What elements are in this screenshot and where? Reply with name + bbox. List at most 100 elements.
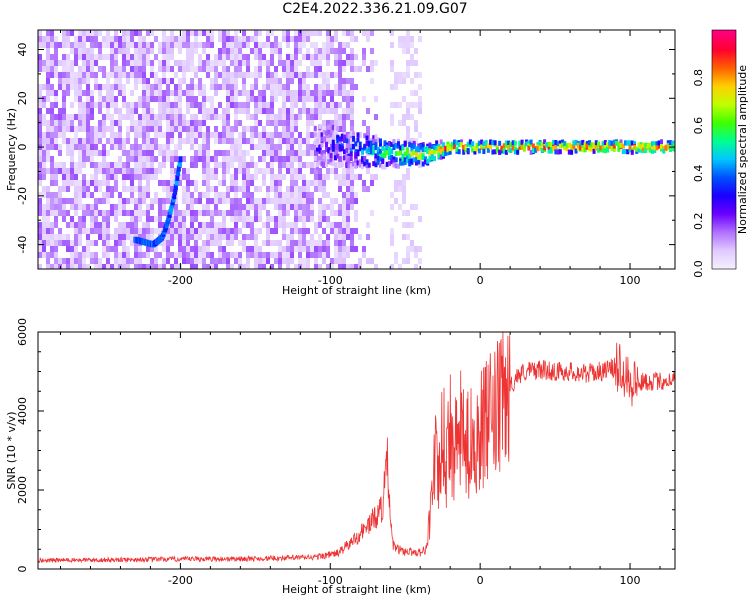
heatmap-noise-cell <box>106 258 110 264</box>
heatmap-noise-cell <box>194 120 198 126</box>
heatmap-noise-cell <box>242 210 246 216</box>
heatmap-noise-cell <box>234 84 238 90</box>
heatmap-noise-cell <box>342 90 346 96</box>
heatmap-noise-cell <box>110 54 114 60</box>
heatmap-noise-cell <box>326 120 330 126</box>
heatmap-noise-cell <box>350 84 354 90</box>
heatmap-noise-cell <box>130 36 134 42</box>
heatmap-noise-cell <box>138 42 142 48</box>
heatmap-noise-cell <box>218 138 222 144</box>
heatmap-noise-cell <box>418 258 422 264</box>
carrier-cell <box>619 139 623 145</box>
carrier-cell <box>554 149 558 155</box>
heatmap-noise-cell <box>222 84 226 90</box>
heatmap-noise-cell <box>310 204 314 210</box>
heatmap-noise-cell <box>174 96 178 102</box>
heatmap-noise-cell <box>178 78 182 84</box>
heatmap-noise-cell <box>350 168 354 174</box>
heatmap-noise-cell <box>78 222 82 228</box>
heatmap-noise-cell <box>182 78 186 84</box>
heatmap-noise-cell <box>314 108 318 114</box>
heatmap-noise-cell <box>114 54 118 60</box>
heatmap-noise-cell <box>74 210 78 216</box>
carrier-cell <box>572 140 576 146</box>
heatmap-noise-cell <box>214 72 218 78</box>
heatmap-noise-cell <box>198 192 202 198</box>
heatmap-noise-cell <box>334 60 338 66</box>
heatmap-noise-cell <box>170 162 174 168</box>
carrier-cell <box>428 143 432 149</box>
heatmap-noise-cell <box>234 120 238 126</box>
heatmap-noise-cell <box>138 174 142 180</box>
heatmap-noise-cell <box>62 138 66 144</box>
carrier-cell <box>329 153 333 159</box>
heatmap-noise-cell <box>70 180 74 186</box>
carrier-cell <box>390 141 394 147</box>
heatmap-noise-cell <box>90 192 94 198</box>
heatmap-noise-cell <box>134 162 138 168</box>
heatmap-noise-cell <box>114 252 118 258</box>
heatmap-noise-cell <box>146 48 150 54</box>
heatmap-noise-cell <box>274 192 278 198</box>
heatmap-noise-cell <box>86 156 90 162</box>
heatmap-noise-cell <box>82 174 86 180</box>
carrier-cell <box>394 157 398 163</box>
heatmap-noise-cell <box>102 228 106 234</box>
heatmap-noise-cell <box>262 180 266 186</box>
heatmap-noise-cell <box>98 132 102 138</box>
heatmap-noise-cell <box>54 42 58 48</box>
heatmap-noise-cell <box>318 252 322 258</box>
heatmap-noise-cell <box>374 60 378 66</box>
colorbar-step <box>712 265 736 268</box>
y-tick-label: 6000 <box>16 318 29 346</box>
streak-cell <box>176 170 181 177</box>
heatmap-noise-cell <box>334 90 338 96</box>
heatmap-noise-cell <box>362 120 366 126</box>
heatmap-noise-cell <box>146 168 150 174</box>
heatmap-noise-cell <box>342 144 346 150</box>
heatmap-noise-cell <box>114 144 118 150</box>
heatmap-noise-cell <box>182 156 186 162</box>
heatmap-noise-cell <box>334 138 338 144</box>
heatmap-noise-cell <box>150 156 154 162</box>
heatmap-noise-cell <box>294 60 298 66</box>
heatmap-noise-cell <box>110 168 114 174</box>
heatmap-noise-cell <box>286 96 290 102</box>
carrier-cell <box>383 150 387 156</box>
heatmap-noise-cell <box>362 60 366 66</box>
carrier-cell <box>642 146 646 152</box>
heatmap-noise-cell <box>390 228 394 234</box>
heatmap-noise-cell <box>190 252 194 258</box>
heatmap-noise-cell <box>54 234 58 240</box>
carrier-cell <box>345 162 349 168</box>
heatmap-noise-cell <box>182 42 186 48</box>
heatmap-noise-cell <box>118 198 122 204</box>
heatmap-noise-cell <box>78 156 82 162</box>
heatmap-noise-cell <box>170 174 174 180</box>
carrier-cell <box>313 140 317 146</box>
heatmap-noise-cell <box>418 72 422 78</box>
heatmap-noise-cell <box>218 246 222 252</box>
heatmap-noise-cell <box>346 96 350 102</box>
heatmap-noise-cell <box>94 78 98 84</box>
carrier-cell <box>426 158 430 164</box>
heatmap-noise-cell <box>118 222 122 228</box>
carrier-cell <box>369 149 373 155</box>
heatmap-noise-cell <box>238 240 242 246</box>
heatmap-noise-cell <box>210 240 214 246</box>
heatmap-noise-cell <box>310 30 314 36</box>
heatmap-noise-cell <box>406 66 410 72</box>
heatmap-noise-cell <box>250 198 254 204</box>
heatmap-noise-cell <box>150 126 154 132</box>
heatmap-noise-cell <box>114 264 118 269</box>
heatmap-noise-cell <box>250 156 254 162</box>
heatmap-noise-cell <box>246 90 250 96</box>
heatmap-noise-cell <box>266 60 270 66</box>
heatmap-noise-cell <box>38 252 42 258</box>
heatmap-noise-cell <box>50 174 54 180</box>
heatmap-noise-cell <box>66 66 70 72</box>
heatmap-noise-cell <box>218 240 222 246</box>
heatmap-noise-cell <box>298 198 302 204</box>
heatmap-noise-cell <box>302 228 306 234</box>
heatmap-noise-cell <box>314 114 318 120</box>
